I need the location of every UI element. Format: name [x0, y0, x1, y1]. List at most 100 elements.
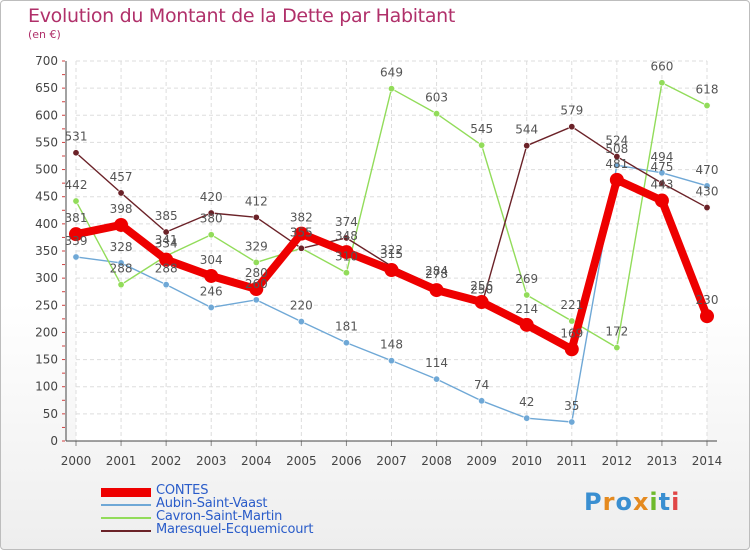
y-tick-label: 450 — [35, 190, 58, 204]
legend-label: Maresquel-Ecquemicourt — [156, 522, 314, 537]
point-cavron-saint-martin — [252, 258, 260, 266]
data-label-contes: 381 — [65, 211, 88, 225]
data-label-aubin-saint-vaast: 114 — [425, 356, 448, 370]
data-label-cavron-saint-martin: 603 — [425, 91, 448, 105]
data-label-maresquel-ecquemicourt: 250 — [470, 282, 493, 296]
data-label-aubin-saint-vaast: 74 — [474, 378, 489, 392]
point-maresquel-ecquemicourt — [568, 123, 576, 131]
point-contes — [429, 283, 444, 298]
data-label-contes: 169 — [560, 326, 583, 340]
legend-item-maresquel-ecquemicourt: Maresquel-Ecquemicourt — [101, 522, 421, 538]
point-contes — [159, 252, 174, 267]
data-label-aubin-saint-vaast: 220 — [290, 299, 313, 313]
data-label-maresquel-ecquemicourt: 420 — [200, 190, 223, 204]
data-label-maresquel-ecquemicourt: 544 — [515, 123, 538, 137]
data-label-cavron-saint-martin: 329 — [245, 239, 268, 253]
data-label-cavron-saint-martin: 341 — [155, 233, 178, 247]
point-contes — [700, 309, 714, 324]
x-tick-label: 2000 — [61, 454, 92, 468]
data-label-maresquel-ecquemicourt: 385 — [155, 209, 178, 223]
data-label-aubin-saint-vaast: 339 — [65, 234, 88, 248]
point-maresquel-ecquemicourt — [252, 213, 260, 221]
point-cavron-saint-martin — [703, 102, 711, 110]
logo-letter: i — [649, 488, 659, 516]
point-aubin-saint-vaast — [162, 281, 170, 289]
point-contes — [654, 193, 669, 208]
data-label-aubin-saint-vaast: 288 — [155, 262, 178, 276]
point-maresquel-ecquemicourt — [658, 179, 666, 187]
data-label-aubin-saint-vaast: 42 — [519, 395, 534, 409]
legend-swatch — [101, 530, 151, 532]
data-label-maresquel-ecquemicourt: 322 — [380, 243, 403, 257]
x-tick-label: 2014 — [692, 454, 723, 468]
data-label-aubin-saint-vaast: 508 — [605, 142, 628, 156]
data-label-contes: 278 — [425, 267, 448, 281]
y-tick-label: 600 — [35, 108, 58, 122]
point-aubin-saint-vaast — [703, 182, 711, 190]
logo-letter: i — [671, 488, 681, 516]
point-contes — [564, 342, 579, 357]
point-cavron-saint-martin — [117, 281, 125, 289]
data-label-cavron-saint-martin: 649 — [380, 66, 403, 80]
data-label-contes: 334 — [155, 237, 178, 251]
data-label-cavron-saint-martin: 310 — [335, 250, 358, 264]
data-label-contes: 315 — [380, 247, 403, 261]
proxiti-logo: Proxiti — [584, 488, 680, 516]
data-label-maresquel-ecquemicourt: 430 — [696, 185, 719, 199]
point-aubin-saint-vaast — [342, 339, 350, 347]
data-label-maresquel-ecquemicourt: 284 — [425, 264, 448, 278]
data-label-maresquel-ecquemicourt: 374 — [335, 215, 358, 229]
data-label-contes: 256 — [470, 279, 493, 293]
point-aubin-saint-vaast — [433, 375, 441, 383]
y-tick-label: 700 — [35, 54, 58, 68]
point-maresquel-ecquemicourt — [162, 228, 170, 236]
y-tick-label: 550 — [35, 135, 58, 149]
y-tick-label: 0 — [50, 434, 58, 448]
x-tick-label: 2010 — [511, 454, 542, 468]
data-label-layer: 381 398 334 304 280 382 348 315 278 256 214 169 481 4… — [65, 60, 719, 413]
point-cavron-saint-martin — [523, 291, 531, 299]
data-label-aubin-saint-vaast: 494 — [650, 150, 673, 164]
point-maresquel-ecquemicourt — [523, 142, 531, 150]
legend-label: Aubin-Saint-Vaast — [156, 496, 268, 511]
series-layer — [69, 79, 714, 426]
legend-label: Cavron-Saint-Martin — [156, 509, 283, 524]
point-contes — [114, 217, 129, 232]
y-tick-label: 150 — [35, 353, 58, 367]
x-tick-label: 2001 — [106, 454, 137, 468]
point-aubin-saint-vaast — [72, 253, 80, 261]
data-label-maresquel-ecquemicourt: 457 — [110, 170, 133, 184]
point-cavron-saint-martin — [613, 344, 621, 352]
data-label-cavron-saint-martin: 269 — [515, 272, 538, 286]
data-label-contes: 382 — [290, 211, 313, 225]
point-maresquel-ecquemicourt — [342, 234, 350, 242]
data-label-maresquel-ecquemicourt: 531 — [65, 130, 88, 144]
data-label-cavron-saint-martin: 355 — [290, 225, 313, 239]
point-maresquel-ecquemicourt — [297, 244, 305, 252]
data-label-maresquel-ecquemicourt: 524 — [605, 134, 628, 148]
point-aubin-saint-vaast — [252, 296, 260, 304]
data-label-cavron-saint-martin: 288 — [110, 262, 133, 276]
point-aubin-saint-vaast — [478, 397, 486, 405]
point-cavron-saint-martin — [478, 141, 486, 149]
x-tick-label: 2003 — [196, 454, 227, 468]
point-aubin-saint-vaast — [613, 161, 621, 169]
x-tick-label: 2011 — [557, 454, 588, 468]
y-tick-label: 300 — [35, 271, 58, 285]
data-label-maresquel-ecquemicourt: 475 — [650, 160, 673, 174]
data-label-maresquel-ecquemicourt: 355 — [290, 225, 313, 239]
unit-label: (en €) — [28, 28, 61, 41]
point-maresquel-ecquemicourt — [703, 204, 711, 212]
x-tick-label: 2009 — [466, 454, 497, 468]
point-cavron-saint-martin — [568, 317, 576, 325]
y-tick-label: 50 — [43, 407, 58, 421]
x-tick-label: 2006 — [331, 454, 362, 468]
data-label-cavron-saint-martin: 442 — [65, 178, 88, 192]
data-label-aubin-saint-vaast: 148 — [380, 338, 403, 352]
point-cavron-saint-martin — [387, 85, 395, 93]
x-tick-label: 2004 — [241, 454, 272, 468]
point-contes — [204, 268, 219, 283]
point-contes — [339, 245, 354, 260]
data-label-maresquel-ecquemicourt: 579 — [560, 104, 583, 118]
